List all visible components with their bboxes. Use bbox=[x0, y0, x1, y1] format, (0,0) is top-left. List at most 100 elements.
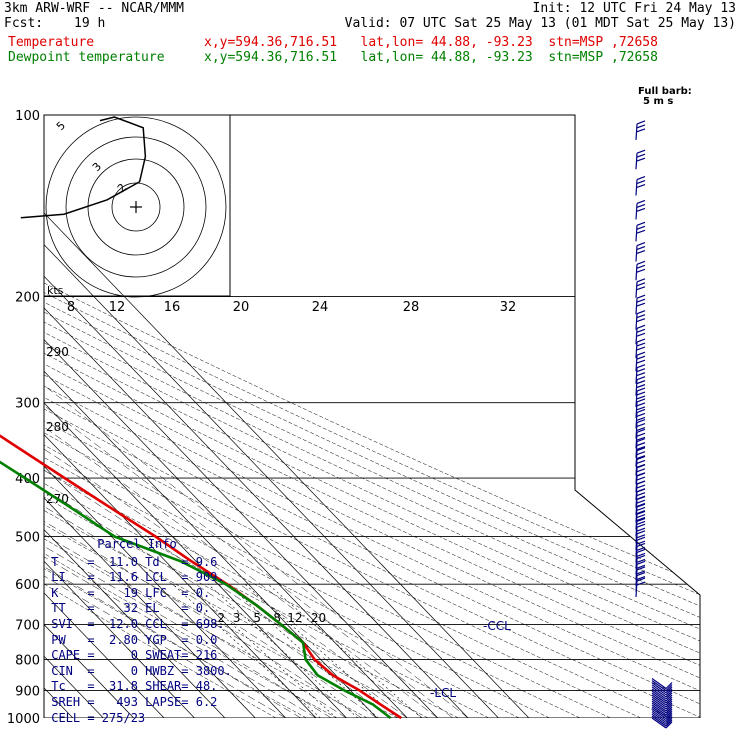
wind-barb-flag bbox=[636, 368, 646, 373]
parcel-info-row: Tc = 31.8 SHEAR= 48. bbox=[44, 679, 218, 694]
isotherm-line bbox=[44, 115, 286, 718]
legend-temperature-name: Temperature bbox=[8, 35, 95, 50]
wind-barb-staff bbox=[651, 704, 667, 716]
wind-barb-flag bbox=[636, 472, 646, 477]
pressure-tick-label: 300 bbox=[15, 397, 40, 412]
wind-barb-flag bbox=[636, 502, 646, 508]
dry-adiabat-line bbox=[44, 115, 700, 718]
hodograph-speed-label: 20 bbox=[233, 300, 250, 315]
mixing-ratio-line bbox=[267, 583, 422, 718]
wind-barb-staff bbox=[651, 690, 667, 702]
wind-barb-flag bbox=[636, 207, 646, 212]
wind-barb-staff bbox=[651, 692, 667, 704]
dry-adiabat-line bbox=[44, 115, 700, 718]
forecast-label: Fcst: bbox=[4, 16, 44, 31]
pressure-tick-label: 100 bbox=[15, 109, 40, 124]
wind-barb-flag bbox=[665, 682, 673, 689]
hodograph-unit-label: kts bbox=[47, 284, 64, 297]
wind-barb-flag bbox=[636, 338, 646, 343]
parcel-info-row: LI = 11.6 LCL = 909. bbox=[44, 570, 225, 585]
dry-adiabat-line bbox=[44, 115, 700, 718]
wind-barb-flag bbox=[636, 342, 646, 347]
wind-barb-flag bbox=[636, 282, 646, 287]
wind-barb-flag bbox=[665, 708, 673, 716]
parcel-info-row: CIN = 0 HWBZ = 3800. bbox=[44, 663, 232, 678]
wind-barb-flag bbox=[636, 391, 646, 396]
mixing-ratio-line bbox=[244, 583, 398, 718]
wind-barb-flag bbox=[636, 566, 646, 571]
moist-adiabat-line bbox=[44, 296, 423, 718]
parcel-info-row: SVI = 12.0 CCL = 698. bbox=[44, 616, 225, 631]
parcel-info-row: TT = 32 EL = 0. bbox=[44, 601, 211, 616]
moist-adiabat-line bbox=[44, 296, 302, 718]
wind-barb-flag bbox=[636, 416, 646, 422]
wind-barb-flag bbox=[636, 406, 646, 411]
wind-barb-legend-unit: 5 m s bbox=[643, 96, 673, 107]
wind-barb-flag bbox=[636, 278, 646, 283]
wind-barb-flag bbox=[636, 459, 646, 464]
wind-barb-flag bbox=[636, 310, 646, 315]
wind-barb-flag bbox=[636, 124, 646, 129]
wind-barb-flag bbox=[636, 384, 646, 389]
wind-barb-flag bbox=[636, 428, 646, 433]
wind-barb-flag bbox=[665, 684, 673, 692]
wind-barb-flag bbox=[636, 455, 646, 460]
wind-barb-flag bbox=[636, 422, 646, 428]
wind-barb-flag bbox=[636, 153, 646, 158]
mixing-ratio-label: 2 bbox=[217, 611, 225, 625]
model-title: 3km ARW-WRF -- NCAR/MMM bbox=[4, 1, 185, 16]
dry-adiabat-line bbox=[44, 115, 700, 718]
wind-barb-flag bbox=[636, 446, 646, 451]
wind-barb-flag bbox=[636, 264, 646, 269]
wind-barb-flag bbox=[636, 314, 646, 319]
wind-barb-flag bbox=[636, 351, 646, 356]
diagram-border bbox=[44, 114, 701, 718]
mixing-ratio-label: 8 bbox=[273, 611, 281, 625]
wind-barb-flag bbox=[636, 380, 646, 385]
lower-theta-label: 290 bbox=[46, 345, 69, 359]
wind-barb-flag bbox=[636, 558, 646, 564]
wind-barb-flag bbox=[636, 332, 646, 337]
parcel-info-row: CAPE = 0 SWEAT= 216 bbox=[44, 648, 218, 663]
wind-barb-flag bbox=[636, 518, 646, 523]
mixing-ratio-label: 12 bbox=[287, 611, 302, 625]
wind-barb-flag bbox=[636, 294, 646, 299]
wind-barb-flag bbox=[636, 298, 646, 303]
wind-barb-flag bbox=[636, 499, 646, 504]
wind-barb-flag bbox=[636, 571, 646, 577]
wind-barb-flag bbox=[636, 302, 646, 307]
wind-barb-staff bbox=[651, 717, 667, 729]
wind-barb-flag bbox=[636, 581, 646, 586]
wind-barb-flag bbox=[636, 372, 646, 377]
wind-barb-flag bbox=[636, 577, 646, 582]
wind-barb-flag bbox=[636, 249, 646, 255]
wind-barb-flag bbox=[636, 516, 646, 522]
pressure-tick-label: 800 bbox=[15, 654, 40, 669]
wind-barb-staff bbox=[651, 711, 667, 723]
wind-barb-staff bbox=[651, 713, 667, 725]
wind-barb-flag bbox=[636, 560, 646, 565]
dry-adiabat-line bbox=[44, 115, 700, 718]
isotherm-line bbox=[44, 115, 165, 718]
wind-barb-staff bbox=[651, 710, 667, 722]
wind-barb-flag bbox=[636, 346, 646, 351]
wind-barb-flag bbox=[665, 721, 673, 729]
wind-barb-flag bbox=[636, 570, 646, 575]
wind-barb-flag bbox=[636, 175, 646, 181]
wind-barb-staff bbox=[651, 682, 667, 694]
wind-barb-flag bbox=[636, 241, 646, 247]
wind-barb-flag bbox=[665, 702, 673, 710]
wind-barb-flag bbox=[636, 527, 646, 532]
wind-barb-flag bbox=[636, 376, 646, 381]
wind-barb-flag bbox=[636, 455, 646, 460]
parcel-info-row: CELL = 275/23 bbox=[44, 710, 146, 725]
hodograph-speed-label: 28 bbox=[403, 300, 420, 315]
wind-barb-flag bbox=[636, 395, 646, 400]
wind-barb-staff bbox=[651, 678, 667, 689]
wind-barb-flag bbox=[636, 510, 646, 515]
wind-barb-flag bbox=[636, 183, 646, 189]
wind-barb-flag bbox=[636, 318, 646, 323]
dry-adiabat-line bbox=[44, 115, 520, 718]
wind-barb-flag bbox=[636, 199, 646, 204]
wind-barb-staff bbox=[635, 580, 638, 598]
